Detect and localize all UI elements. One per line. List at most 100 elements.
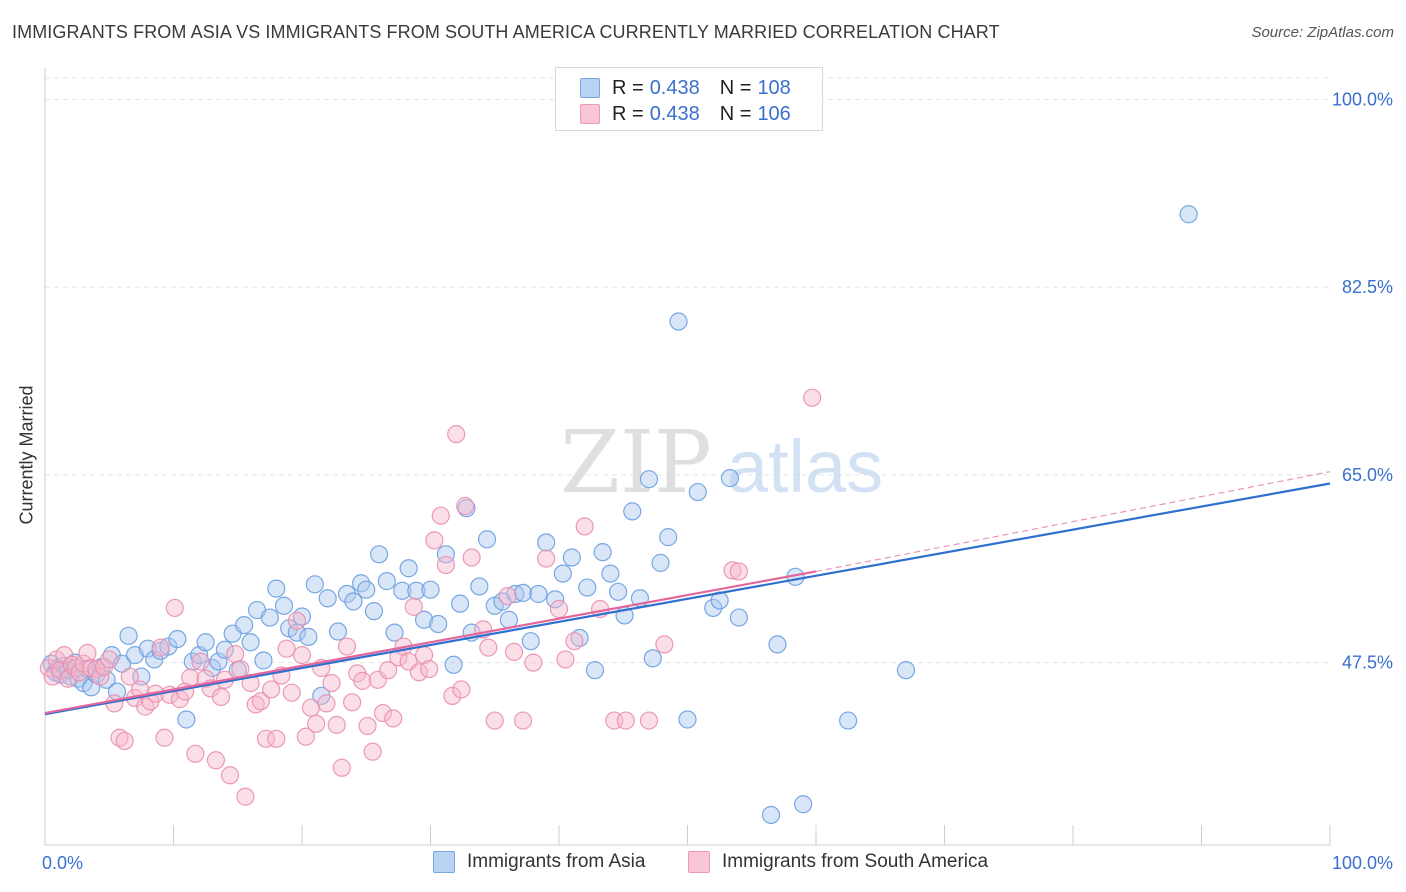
point-south-america — [363, 742, 382, 761]
point-asia — [585, 661, 605, 680]
legend-r-value: 0.438 — [649, 102, 700, 125]
point-south-america — [456, 496, 475, 516]
point-asia — [710, 591, 729, 610]
point-asia — [623, 502, 642, 521]
legend-label-asia: Immigrants from Asia — [467, 851, 646, 872]
point-asia — [119, 626, 138, 645]
point-south-america — [246, 695, 265, 714]
point-south-america — [479, 638, 498, 657]
point-south-america — [556, 650, 575, 669]
point-south-america — [322, 673, 341, 693]
legend-r-value: 0.438 — [649, 76, 700, 99]
point-south-america — [220, 766, 240, 785]
point-south-america — [181, 668, 200, 687]
point-asia — [537, 533, 556, 552]
point-south-america — [136, 697, 155, 716]
point-asia — [639, 470, 659, 489]
legend-swatch-south-america — [688, 851, 710, 873]
point-asia — [720, 469, 740, 488]
legend-row-south-america: R = 0.438 N = 106 — [580, 101, 791, 127]
point-asia — [274, 596, 294, 615]
point-asia — [357, 580, 376, 599]
point-asia — [513, 583, 533, 603]
grid-lines — [45, 77, 1330, 664]
legend-n-label: N = — [719, 76, 752, 99]
legend-swatch-south-america — [580, 104, 600, 124]
point-south-america — [404, 597, 423, 616]
point-south-america — [282, 683, 301, 702]
point-asia — [704, 598, 723, 618]
point-asia — [609, 582, 628, 601]
point-asia — [761, 805, 781, 825]
y-tick-labels: 47.5% 65.0% 82.5% 100.0% — [1332, 89, 1393, 672]
point-asia — [470, 577, 489, 596]
point-asia — [168, 629, 187, 649]
point-asia — [267, 579, 286, 598]
point-asia — [529, 584, 548, 604]
point-south-america — [378, 661, 398, 680]
y-tick-label: 65.0% — [1342, 465, 1393, 485]
legend-item-south-america: Immigrants from South America — [688, 851, 988, 873]
point-south-america — [485, 711, 504, 730]
point-asia — [299, 627, 318, 646]
legend-n-label: N = — [719, 102, 752, 125]
point-south-america — [186, 744, 205, 763]
point-asia — [477, 530, 497, 549]
point-south-america — [409, 663, 429, 682]
point-south-america — [549, 599, 569, 619]
point-asia — [593, 543, 612, 562]
point-south-america — [462, 548, 481, 567]
point-south-america — [436, 555, 456, 575]
point-south-america — [211, 687, 231, 707]
point-south-america — [504, 642, 524, 662]
point-south-america — [343, 693, 362, 712]
point-south-america — [373, 703, 393, 723]
point-asia — [177, 710, 196, 729]
point-south-america — [115, 731, 134, 751]
point-south-america — [165, 598, 184, 618]
x-tick-label: 0.0% — [42, 853, 83, 873]
point-south-america — [226, 644, 245, 664]
point-asia — [215, 640, 234, 659]
point-asia — [521, 632, 540, 651]
point-asia — [659, 528, 678, 547]
point-south-america — [384, 709, 403, 728]
legend-item-asia: Immigrants from Asia — [433, 851, 645, 873]
point-south-america — [655, 635, 674, 654]
point-south-america — [110, 728, 129, 747]
point-asia — [578, 578, 597, 597]
point-south-america — [151, 638, 170, 657]
point-south-america — [452, 680, 471, 699]
legend-r-label: R = — [612, 76, 644, 99]
point-asia — [553, 564, 572, 583]
point-asia — [839, 711, 858, 730]
bottom-legend: Immigrants from Asia Immigrants from Sou… — [0, 851, 1406, 879]
point-south-america — [296, 727, 315, 746]
point-asia — [794, 795, 813, 814]
point-south-america — [262, 680, 281, 699]
point-south-america — [337, 637, 357, 656]
point-asia — [241, 633, 260, 652]
point-south-america — [575, 517, 594, 536]
point-asia — [393, 581, 412, 600]
y-tick-label: 47.5% — [1342, 653, 1393, 673]
point-asia — [421, 580, 440, 599]
point-south-america — [729, 562, 749, 581]
point-south-america — [307, 714, 326, 733]
point-south-america — [803, 388, 822, 407]
legend-n-value: 106 — [757, 102, 791, 125]
point-asia — [688, 482, 707, 502]
watermark: ZIP atlas — [560, 413, 883, 513]
point-south-america — [616, 711, 635, 730]
y-tick-label: 100.0% — [1332, 89, 1393, 109]
point-asia — [377, 572, 396, 591]
point-south-america — [301, 698, 321, 717]
point-south-america — [55, 646, 74, 665]
point-south-america — [358, 716, 377, 736]
point-south-america — [100, 650, 119, 669]
point-south-america — [120, 667, 139, 686]
point-asia — [429, 614, 448, 634]
legend-r-label: R = — [612, 102, 644, 125]
point-south-america — [537, 549, 556, 568]
point-south-america — [251, 692, 270, 711]
